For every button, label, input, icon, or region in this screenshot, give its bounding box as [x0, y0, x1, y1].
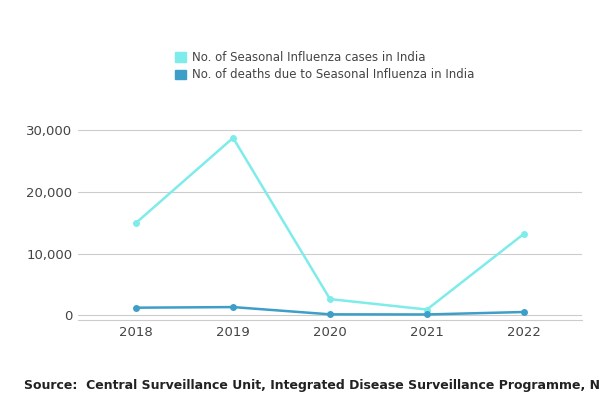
- Line: No. of Seasonal Influenza cases in India: No. of Seasonal Influenza cases in India: [133, 134, 527, 313]
- No. of Seasonal Influenza cases in India: [326, 297, 334, 302]
- No. of Seasonal Influenza cases in India: [520, 232, 527, 236]
- No. of deaths due to Seasonal Influenza in India: [424, 312, 431, 317]
- No. of Seasonal Influenza cases in India: [229, 136, 236, 140]
- No. of deaths due to Seasonal Influenza in India: [229, 305, 236, 310]
- Line: No. of deaths due to Seasonal Influenza in India: No. of deaths due to Seasonal Influenza …: [133, 304, 527, 318]
- Legend: No. of Seasonal Influenza cases in India, No. of deaths due to Seasonal Influenz: No. of Seasonal Influenza cases in India…: [175, 51, 475, 82]
- No. of deaths due to Seasonal Influenza in India: [326, 312, 334, 317]
- Text: Source:  Central Surveillance Unit, Integrated Disease Surveillance Programme, N: Source: Central Surveillance Unit, Integ…: [24, 379, 600, 392]
- No. of deaths due to Seasonal Influenza in India: [520, 310, 527, 314]
- No. of Seasonal Influenza cases in India: [133, 220, 140, 225]
- No. of Seasonal Influenza cases in India: [424, 307, 431, 312]
- No. of deaths due to Seasonal Influenza in India: [133, 305, 140, 310]
